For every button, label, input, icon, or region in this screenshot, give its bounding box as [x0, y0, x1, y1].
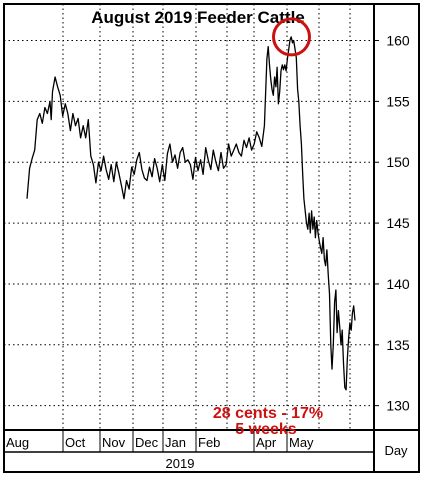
annotation-line-1: 28 cents - 17% [213, 405, 323, 422]
x-tick-label: Oct [65, 435, 86, 450]
x-axis-label: Day [384, 443, 408, 458]
y-tick-label: 160 [386, 33, 410, 49]
chart-title: August 2019 Feeder Cattle [91, 8, 305, 27]
x-tick-label: Nov [102, 435, 126, 450]
year-label: 2019 [166, 456, 195, 471]
corner-box [373, 429, 420, 473]
y-tick-label: 130 [386, 398, 410, 414]
y-tick-label: 140 [386, 276, 410, 292]
x-tick-label: Apr [256, 435, 277, 450]
x-tick-label: Jan [165, 435, 186, 450]
peak-highlight-circle [272, 17, 311, 57]
x-tick-label: Dec [135, 435, 159, 450]
x-tick-label: Feb [198, 435, 220, 450]
annotation-line-2: 5 weeks [235, 421, 296, 438]
y-tick-label: 135 [386, 337, 410, 353]
x-tick-label: Aug [6, 435, 29, 450]
y-tick-label: 145 [386, 215, 410, 231]
x-tick-label: May [289, 435, 314, 450]
price-series-line [26, 36, 356, 391]
y-tick-label: 155 [386, 93, 410, 109]
y-tick-label: 150 [386, 154, 410, 170]
